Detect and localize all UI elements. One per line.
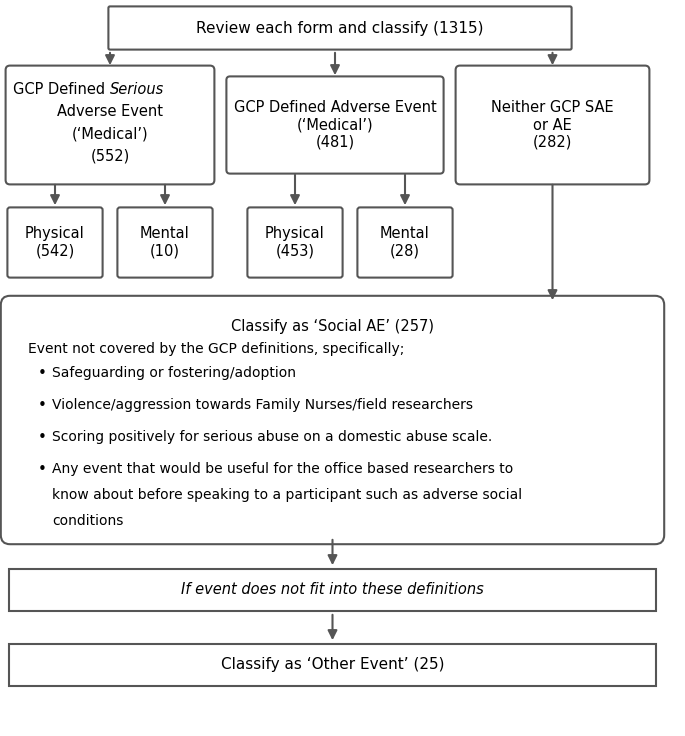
Text: Physical
(542): Physical (542) (25, 226, 85, 258)
Text: •: • (38, 397, 47, 412)
FancyBboxPatch shape (8, 208, 103, 277)
Text: Adverse Event: Adverse Event (57, 105, 163, 119)
Text: Violence/aggression towards Family Nurses/field researchers: Violence/aggression towards Family Nurse… (52, 398, 473, 412)
FancyBboxPatch shape (247, 208, 342, 277)
Text: Event not covered by the GCP definitions, specifically;: Event not covered by the GCP definitions… (28, 342, 404, 356)
Text: (552): (552) (90, 148, 129, 163)
FancyBboxPatch shape (227, 77, 444, 174)
Text: •: • (38, 461, 47, 476)
FancyBboxPatch shape (108, 7, 571, 49)
FancyBboxPatch shape (9, 569, 656, 611)
FancyBboxPatch shape (9, 644, 656, 686)
Text: Classify as ‘Other Event’ (25): Classify as ‘Other Event’ (25) (221, 657, 445, 673)
FancyBboxPatch shape (117, 208, 212, 277)
Text: (‘Medical’): (‘Medical’) (72, 127, 149, 141)
FancyBboxPatch shape (1, 296, 664, 544)
FancyBboxPatch shape (456, 66, 649, 185)
Text: Safeguarding or fostering/adoption: Safeguarding or fostering/adoption (52, 366, 296, 380)
Text: GCP Defined Adverse Event
(‘Medical’)
(481): GCP Defined Adverse Event (‘Medical’) (4… (234, 100, 436, 150)
Text: know about before speaking to a participant such as adverse social: know about before speaking to a particip… (52, 488, 522, 502)
Text: Neither GCP SAE
or AE
(282): Neither GCP SAE or AE (282) (491, 100, 614, 150)
Text: Serious: Serious (110, 82, 164, 97)
Text: •: • (38, 430, 47, 445)
Text: Any event that would be useful for the office based researchers to: Any event that would be useful for the o… (52, 462, 513, 476)
Text: If event does not fit into these definitions: If event does not fit into these definit… (181, 582, 484, 598)
Text: Review each form and classify (1315): Review each form and classify (1315) (196, 21, 484, 35)
Text: Classify as ‘Social AE’ (257): Classify as ‘Social AE’ (257) (231, 319, 434, 334)
Text: Physical
(453): Physical (453) (265, 226, 325, 258)
Text: Mental
(28): Mental (28) (380, 226, 430, 258)
Text: •: • (38, 366, 47, 381)
Text: conditions: conditions (52, 514, 123, 528)
Text: GCP Defined: GCP Defined (13, 82, 110, 97)
FancyBboxPatch shape (5, 66, 214, 185)
Text: Scoring positively for serious abuse on a domestic abuse scale.: Scoring positively for serious abuse on … (52, 430, 493, 444)
FancyBboxPatch shape (358, 208, 453, 277)
Text: Mental
(10): Mental (10) (140, 226, 190, 258)
